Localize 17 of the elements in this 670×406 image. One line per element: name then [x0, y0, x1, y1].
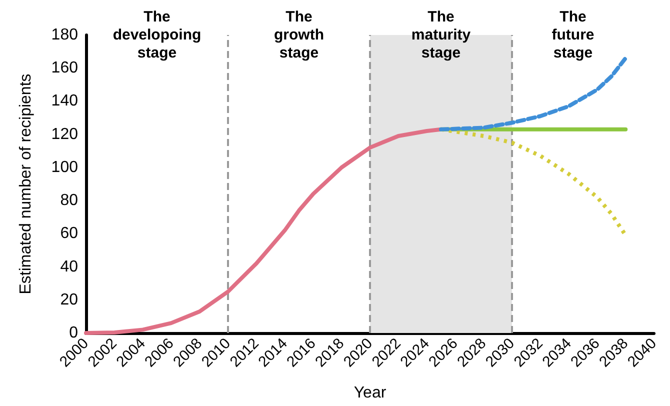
annotation: The developoing stage — [112, 8, 202, 62]
annotation: The future stage — [552, 8, 594, 62]
y-tick-label: 0 — [69, 324, 78, 342]
y-tick-label: 80 — [60, 192, 78, 210]
y-tick-label: 40 — [60, 258, 78, 276]
y-tick-label: 100 — [51, 158, 78, 176]
line-series — [84, 127, 443, 335]
annotation: The maturity stage — [411, 8, 472, 62]
y-tick-label: 120 — [51, 126, 78, 143]
y-tick-label: 180 — [51, 26, 78, 44]
x-axis-title: Year — [354, 384, 387, 402]
y-axis-title: Estimated number of recipients — [18, 74, 34, 294]
annotation: The growth stage — [274, 8, 324, 62]
y-tick-label: 140 — [51, 92, 78, 110]
y-tick-label: 160 — [51, 60, 78, 77]
y-tick-label: 20 — [60, 291, 78, 308]
y-tick-label: 60 — [60, 225, 78, 242]
